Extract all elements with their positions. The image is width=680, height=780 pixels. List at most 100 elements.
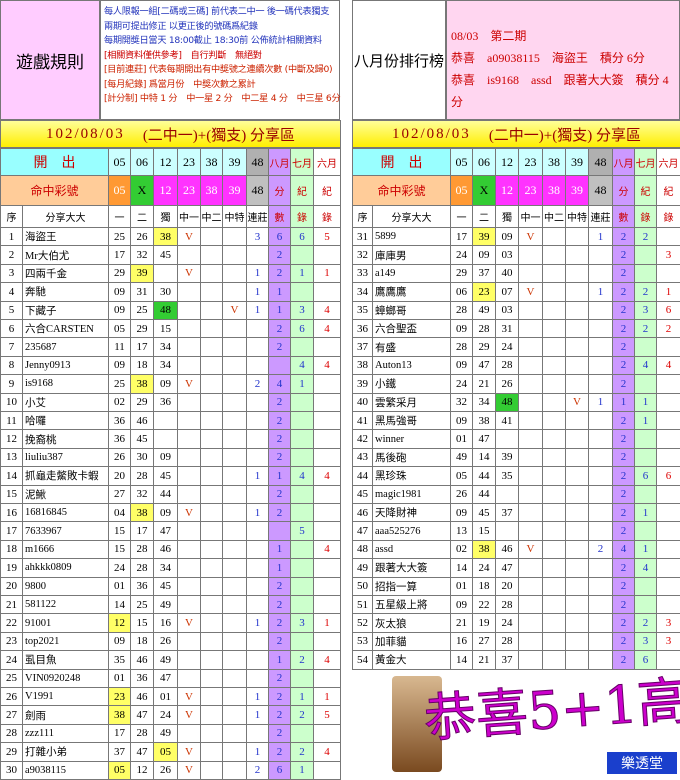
row-cell: 04 xyxy=(108,503,131,523)
row-cell: V xyxy=(518,539,543,560)
row-cell: 6 xyxy=(268,227,291,247)
month-header: 八月 xyxy=(612,148,635,176)
row-cell: 2 xyxy=(268,631,291,652)
row-number: 26 xyxy=(0,687,23,707)
row-number: 1 xyxy=(0,227,23,247)
row-cell xyxy=(246,319,269,339)
row-cell: 2 xyxy=(246,374,269,394)
row-cell xyxy=(518,631,543,652)
row-cell xyxy=(177,319,201,339)
row-cell xyxy=(200,337,223,357)
member-name: 挽裔桃 xyxy=(22,429,109,449)
row-cell: 2 xyxy=(268,245,291,265)
member-name: 下藏子 xyxy=(22,300,109,320)
row-cell xyxy=(200,723,223,744)
row-cell xyxy=(290,723,314,744)
row-cell xyxy=(656,227,680,247)
column-header: 一 xyxy=(450,205,473,228)
rule-line: [目前連莊] 代表每期開出有中獎號之連續次數 (中斷及歸0) xyxy=(104,64,333,75)
row-cell xyxy=(222,484,247,504)
member-name: 奔馳 xyxy=(22,282,109,302)
row-cell: 4 xyxy=(313,742,341,762)
month-sub: 紀 xyxy=(313,175,341,206)
row-cell xyxy=(177,337,201,357)
row-number: 9 xyxy=(0,374,23,394)
row-cell xyxy=(177,300,201,320)
row-cell xyxy=(313,447,341,468)
row-cell: 01 xyxy=(450,429,473,449)
row-cell: 6 xyxy=(656,300,680,320)
row-cell: 16 xyxy=(153,613,178,633)
row-cell: 24 xyxy=(450,245,473,265)
row-cell: 03 xyxy=(495,300,519,320)
row-cell xyxy=(588,631,613,652)
row-cell xyxy=(222,760,247,780)
row-cell: 1 xyxy=(246,466,269,486)
row-cell xyxy=(222,650,247,670)
row-cell xyxy=(313,631,341,652)
row-cell: 2 xyxy=(612,227,635,247)
row-cell: 27 xyxy=(108,484,131,504)
row-cell: 01 xyxy=(108,668,131,688)
row-cell: 2 xyxy=(268,705,291,725)
row-cell xyxy=(565,466,589,486)
row-cell xyxy=(246,521,269,541)
row-cell xyxy=(200,631,223,652)
row-cell: 29 xyxy=(450,263,473,284)
row-cell xyxy=(290,484,314,504)
row-cell xyxy=(656,484,680,504)
row-number: 28 xyxy=(0,723,23,744)
row-cell xyxy=(246,245,269,265)
row-cell: 2 xyxy=(290,650,314,670)
row-cell: 25 xyxy=(130,300,154,320)
row-cell: 09 xyxy=(450,503,473,523)
row-cell: 1 xyxy=(656,282,680,302)
row-cell: 4 xyxy=(313,466,341,486)
row-cell xyxy=(313,760,341,780)
row-cell: 47 xyxy=(472,429,496,449)
row-cell xyxy=(634,447,657,468)
row-cell: 09 xyxy=(108,355,131,376)
row-cell xyxy=(565,337,589,357)
row-cell: 2 xyxy=(634,319,657,339)
row-cell: 18 xyxy=(130,355,154,376)
row-number: 39 xyxy=(352,374,373,394)
row-cell xyxy=(588,319,613,339)
column-header: 錄 xyxy=(313,205,341,228)
row-cell xyxy=(565,263,589,284)
row-cell xyxy=(656,650,680,670)
row-cell: 34 xyxy=(153,355,178,376)
rules-box: 每人限報一組[二碼或三碼] 前代表二中一 後一碼代表獨支 兩期可提出修正 以更正後… xyxy=(100,0,341,120)
row-cell: 2 xyxy=(634,227,657,247)
row-number: 42 xyxy=(352,429,373,449)
row-cell xyxy=(565,521,589,541)
row-cell: 1 xyxy=(290,263,314,284)
row-cell xyxy=(542,558,566,578)
row-cell xyxy=(656,539,680,560)
draw-label: 開 出 xyxy=(352,148,451,176)
row-cell: 1 xyxy=(246,742,269,762)
column-header: 數 xyxy=(268,205,291,228)
row-cell: 38 xyxy=(472,411,496,431)
member-name: 海盜王 xyxy=(22,227,109,247)
row-cell: 1 xyxy=(313,687,341,707)
row-cell: 1 xyxy=(268,282,291,302)
row-cell xyxy=(313,282,341,302)
row-cell xyxy=(518,392,543,412)
row-cell: 2 xyxy=(612,447,635,468)
row-cell xyxy=(177,282,201,302)
row-cell xyxy=(313,429,341,449)
row-cell xyxy=(222,723,247,744)
month-header: 七月 xyxy=(634,148,657,176)
row-cell: 49 xyxy=(450,447,473,468)
row-cell xyxy=(565,558,589,578)
row-cell xyxy=(200,282,223,302)
row-number: 29 xyxy=(0,742,23,762)
row-cell: 28 xyxy=(130,558,154,578)
row-cell: 22 xyxy=(472,595,496,615)
row-cell xyxy=(246,484,269,504)
row-cell: 1 xyxy=(634,503,657,523)
row-cell xyxy=(518,595,543,615)
row-cell: 44 xyxy=(153,484,178,504)
row-number: 22 xyxy=(0,613,23,633)
